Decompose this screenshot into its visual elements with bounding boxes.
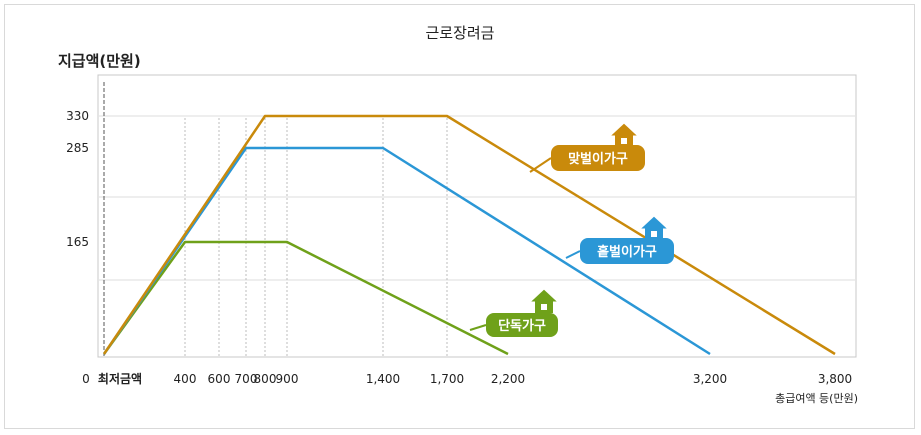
grid-layer xyxy=(99,82,855,356)
house-icon xyxy=(638,215,670,240)
legend-label: 단독가구 xyxy=(498,318,546,334)
x-tick-label: 900 xyxy=(276,372,299,386)
house-icon xyxy=(608,122,640,147)
y-axis-label: 지급액(만원) xyxy=(58,52,141,70)
series-layer xyxy=(102,114,836,356)
house-window xyxy=(651,231,657,237)
x-axis-label: 총급여액 등(만원) xyxy=(775,392,858,405)
x-tick-label: 1,400 xyxy=(366,372,400,386)
x-tick-label: 3,200 xyxy=(693,372,727,386)
house-window xyxy=(621,138,627,144)
y-tick-label: 330 xyxy=(66,109,89,123)
plot-area xyxy=(97,74,857,358)
x-tick-label: 최저금액 xyxy=(98,371,142,386)
house-window xyxy=(541,304,547,310)
legend-label: 맞벌이가구 xyxy=(568,151,628,167)
x-tick-label: 700 xyxy=(235,372,258,386)
legend-label: 홑벌이가구 xyxy=(597,244,657,260)
x-tick-label: 1,700 xyxy=(430,372,464,386)
x-tick-label: 3,800 xyxy=(818,372,852,386)
legend-leader xyxy=(529,157,552,173)
legend-leader xyxy=(565,250,581,259)
x-tick-label: 2,200 xyxy=(491,372,525,386)
legend-layer: 단독가구 홑벌이가구 맞벌이가구 xyxy=(469,122,674,337)
x-tick-label: 800 xyxy=(254,372,277,386)
x-tick-label: 600 xyxy=(208,372,231,386)
x-tick-label: 0 xyxy=(82,372,90,386)
legend-label-box xyxy=(551,145,645,171)
legend-label-box xyxy=(580,238,674,264)
legend-label-box xyxy=(486,313,558,337)
y-tick-label: 285 xyxy=(66,141,89,155)
chart-title: 근로장려금 xyxy=(425,24,494,42)
x-tick-label: 400 xyxy=(174,372,197,386)
legend-leader xyxy=(469,324,487,331)
series-line xyxy=(102,114,836,356)
house-icon xyxy=(528,288,560,313)
y-tick-label: 165 xyxy=(66,235,89,249)
series-line xyxy=(102,240,509,356)
